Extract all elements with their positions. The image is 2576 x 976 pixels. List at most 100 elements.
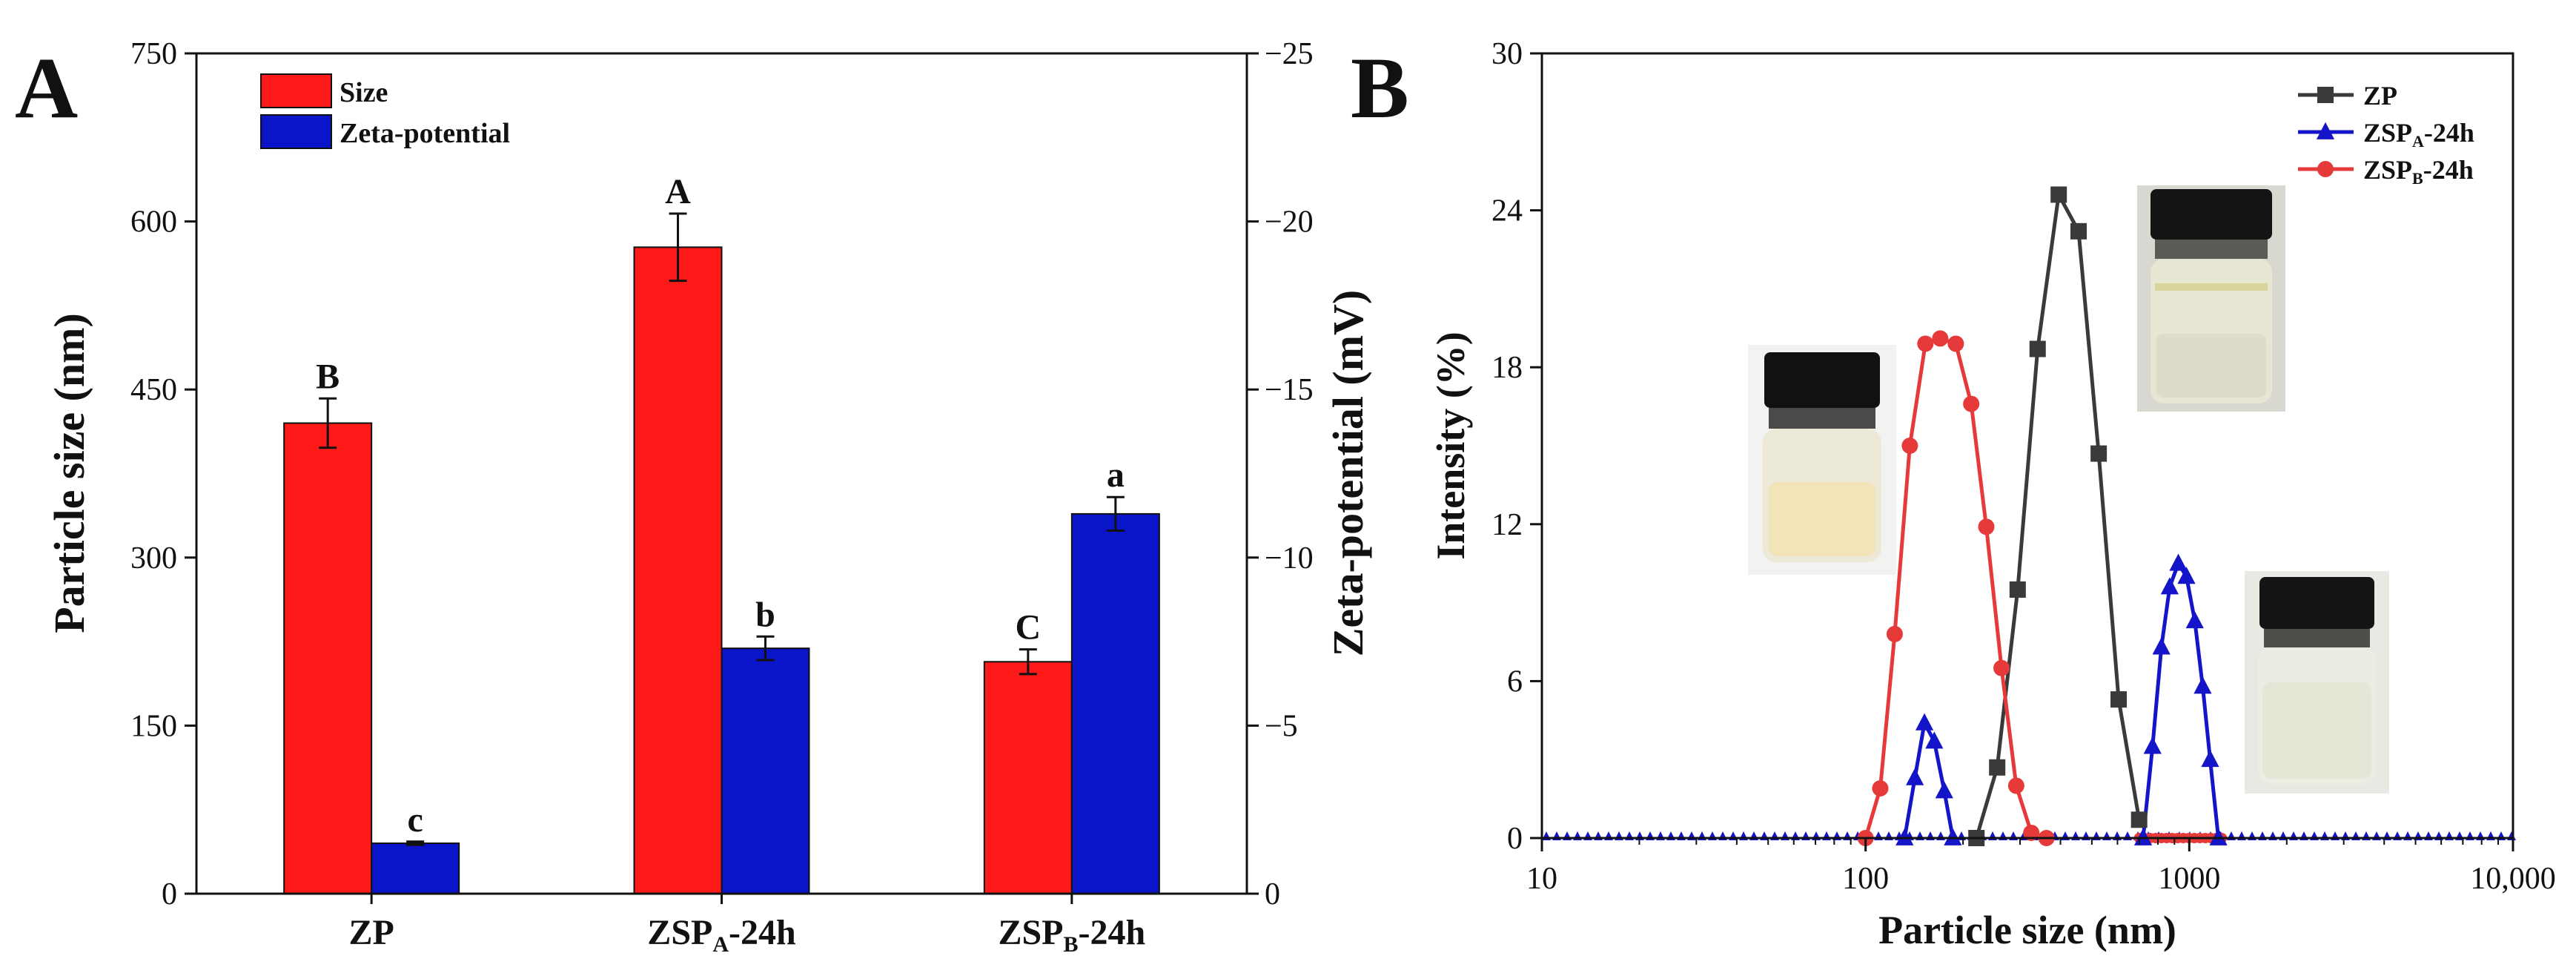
x-tick-label-2: ZSPA-24h — [647, 913, 795, 957]
data-point-zspa-24h-14 — [2193, 676, 2212, 694]
data-point-zspa-24h-2 — [1906, 768, 1924, 785]
panel-b: B 0 6 12 18 24 30 — [1351, 37, 2556, 952]
data-point-zspa-24h-3 — [1915, 713, 1934, 731]
data-point-zp-6 — [2070, 222, 2087, 240]
panel-b-y-axis-ticks: 0 6 12 18 24 30 — [1491, 37, 1542, 856]
panel-b-x-axis-ticks: 10 100 1000 10,000 — [1526, 838, 2556, 896]
data-point-zspb-24h-5 — [1917, 335, 1934, 352]
y-tick-label: 450 — [130, 373, 177, 407]
panel-a-y-axis-title: Particle size (nm) — [45, 313, 93, 633]
x-tick-label: 10,000 — [2470, 862, 2556, 896]
bar-zeta-2 — [721, 647, 810, 894]
series-line-zspa-peak2 — [2141, 559, 2221, 839]
panel-b-plot-frame — [1540, 52, 2514, 840]
y-tick-label: 600 — [130, 205, 177, 240]
data-point-zspa-24h-15 — [2201, 750, 2219, 768]
bar-size-3 — [983, 661, 1073, 894]
significance-letter-zeta-1: c — [408, 800, 423, 840]
legend-label-zspb-24h: ZSPB-24h — [2363, 155, 2474, 188]
y-tick-label: 18 — [1491, 351, 1523, 385]
y2-tick-label: 0 — [1265, 877, 1280, 911]
panel-b-legend: ZP ZSPA-24h ZSPB-24h — [2298, 81, 2474, 188]
data-point-zspa-24h-16 — [2209, 828, 2228, 845]
data-point-zspa-24h-6 — [1944, 828, 1962, 845]
data-point-zspb-24h-7 — [1947, 335, 1964, 352]
data-point-zspb-24h-10 — [1993, 659, 2010, 676]
panel-label-b: B — [1351, 39, 1409, 136]
data-point-zspa-24h-11 — [2169, 553, 2188, 571]
data-point-zspb-24h-11 — [2007, 777, 2024, 794]
y-tick-label: 300 — [130, 541, 177, 576]
legend-label-zspa-24h: ZSPA-24h — [2363, 118, 2474, 151]
x-tick-label: 1000 — [2158, 862, 2220, 896]
data-point-zp-8 — [2110, 691, 2128, 708]
significance-letter-zeta-3: a — [1107, 455, 1125, 495]
legend-label-size: Size — [340, 77, 388, 108]
data-point-zspa-24h-13 — [2185, 611, 2204, 629]
panel-a-y2-axis-title: Zeta-potential (mV) — [1324, 290, 1372, 657]
panel-a-legend: Size Zeta-potential — [260, 73, 510, 149]
bar-size-1 — [283, 422, 373, 894]
y2-tick-label: −15 — [1265, 373, 1314, 407]
y2-tick-label: −20 — [1265, 205, 1314, 240]
data-point-zspa-24h-10 — [2160, 577, 2179, 595]
significance-letter-size-3: C — [1015, 608, 1041, 647]
series-line-zp — [1974, 188, 2142, 839]
data-point-zspa-24h-1 — [1895, 828, 1914, 845]
data-point-zp-4 — [2029, 340, 2046, 357]
panel-a: A Bc Ab Ca 0 150 300 450 600 750 0 −5 −10 −15 −20 −2… — [15, 37, 1372, 957]
y-tick-label: 24 — [1491, 194, 1523, 228]
x-tick-label-1: ZP — [348, 913, 394, 952]
y2-tick-label: −5 — [1265, 709, 1298, 743]
sample-photo-zspb — [1748, 345, 1896, 575]
significance-letter-size-2: A — [665, 172, 691, 211]
panel-a-y-axis-ticks: 0 150 300 450 600 750 — [130, 37, 196, 911]
legend-label-zp: ZP — [2363, 81, 2397, 111]
panel-b-y-axis-title: Intensity (%) — [1428, 332, 1473, 560]
data-point-zp-9 — [2130, 811, 2148, 828]
y-tick-label: 150 — [130, 709, 177, 743]
data-point-zspa-24h-4 — [1925, 731, 1944, 749]
panel-label-a: A — [15, 39, 78, 136]
data-point-zp-3 — [2009, 581, 2026, 598]
data-point-zspb-24h-9 — [1978, 518, 1995, 535]
data-point-zspb-24h-2 — [1872, 779, 1889, 797]
bar-zeta-3 — [1070, 512, 1160, 894]
panel-a-x-axis-ticks: ZP ZSPA-24h ZSPB-24h — [348, 894, 1145, 957]
y2-tick-label: −25 — [1265, 37, 1314, 71]
bar-size-2 — [633, 246, 723, 894]
y-tick-label: 6 — [1507, 665, 1523, 699]
sample-photo-zp — [2137, 185, 2285, 412]
legend-marker-zspa-24h — [2316, 122, 2335, 139]
legend-swatch-zeta-potential — [260, 114, 332, 149]
series-line-zspa-peak1 — [1902, 717, 1955, 839]
y-tick-label: 750 — [130, 37, 177, 71]
data-point-zspb-24h-8 — [1963, 395, 1980, 412]
bar-zeta-1 — [371, 843, 460, 895]
panel-a-bars — [283, 246, 1160, 895]
data-point-zp-2 — [1989, 759, 2006, 776]
y2-tick-label: −10 — [1265, 541, 1314, 576]
panel-a-significance-letters: Bc Ab Ca — [316, 172, 1125, 840]
data-point-zspa-24h-9 — [2152, 637, 2171, 655]
data-point-zspa-24h-8 — [2143, 736, 2162, 754]
y-tick-label: 12 — [1491, 508, 1523, 542]
data-point-zspa-24h-5 — [1935, 781, 1953, 799]
significance-letter-zeta-2: b — [755, 595, 775, 634]
data-point-zspb-24h-4 — [1901, 438, 1918, 454]
panel-b-x-axis-title: Particle size (nm) — [1878, 908, 2176, 952]
x-tick-label: 10 — [1526, 862, 1557, 896]
x-tick-label: 100 — [1842, 862, 1889, 896]
legend-marker-zp — [2317, 87, 2334, 103]
x-tick-label-3: ZSPB-24h — [998, 913, 1145, 957]
data-point-zspb-24h-3 — [1886, 625, 1903, 642]
panel-a-error-bars — [319, 212, 1125, 846]
y-tick-label: 0 — [1507, 822, 1523, 856]
data-point-zp-7 — [2090, 445, 2108, 462]
significance-letter-size-1: B — [316, 357, 340, 396]
legend-label-zeta-potential: Zeta-potential — [340, 118, 510, 149]
data-point-zspb-24h-12 — [2023, 824, 2040, 841]
panel-b-series-markers — [1857, 186, 2228, 846]
y-tick-label: 30 — [1491, 37, 1523, 71]
